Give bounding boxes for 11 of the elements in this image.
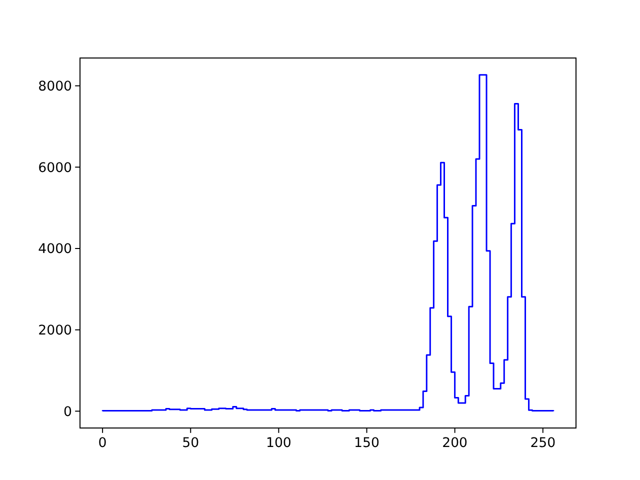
x-tick-label: 100 bbox=[266, 436, 292, 451]
x-tick-label: 50 bbox=[182, 436, 200, 451]
y-tick-label: 6000 bbox=[38, 160, 72, 176]
y-tick-label: 2000 bbox=[38, 323, 72, 338]
y-tick-label: 0 bbox=[64, 404, 72, 420]
x-tick-label: 0 bbox=[98, 436, 107, 451]
x-tick-label: 150 bbox=[354, 436, 380, 451]
y-tick-label: 8000 bbox=[38, 79, 72, 94]
x-tick-label: 250 bbox=[530, 436, 556, 451]
y-tick-label: 4000 bbox=[38, 242, 72, 258]
x-tick-label: 200 bbox=[442, 436, 468, 451]
